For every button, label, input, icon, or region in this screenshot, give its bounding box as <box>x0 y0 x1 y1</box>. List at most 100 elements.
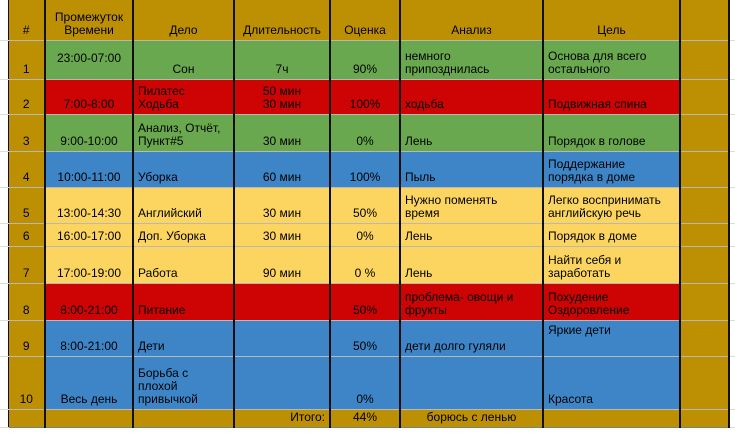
table-row: 1 23:00-07:00 Сон 7ч 90% немного припозд… <box>0 39 735 80</box>
cell-2-score[interactable]: 100% <box>329 78 401 115</box>
cell-1-time[interactable]: 23:00-07:00 <box>44 39 134 80</box>
col-header-num[interactable]: # <box>7 0 46 41</box>
cell-5-time[interactable]: 13:00-14:30 <box>44 186 134 224</box>
filler-column-cell <box>679 113 730 152</box>
cell-3-num[interactable]: 3 <box>7 113 46 152</box>
cell-8-duration[interactable] <box>233 282 331 321</box>
cell-10-num[interactable]: 10 <box>7 355 46 410</box>
cell-6-time[interactable]: 16:00-17:00 <box>44 222 134 247</box>
cell-4-duration[interactable]: 60 мин <box>233 150 331 188</box>
cell-9-duration[interactable] <box>233 319 331 357</box>
right-gutter <box>729 114 735 152</box>
cell-5-score[interactable]: 50% <box>329 186 401 224</box>
col-header-score[interactable]: Оценка <box>329 0 401 41</box>
cell-1-score[interactable]: 90% <box>329 39 401 80</box>
cell-10-goal[interactable]: Красота <box>542 355 681 410</box>
cell-1-analysis[interactable]: немного припозднилась <box>399 39 544 80</box>
cell-7-goal[interactable]: Найти себя и заработать <box>542 245 681 284</box>
cell-5-goal[interactable]: Легко воспринимать английскую речь <box>542 186 681 224</box>
cell-2-goal[interactable]: Подвижная спина <box>542 78 681 115</box>
cell-6-task[interactable]: Доп. Уборка <box>132 222 235 247</box>
total-task-cell[interactable] <box>132 408 235 428</box>
total-label[interactable]: Итого: <box>233 408 331 428</box>
cell-5-analysis[interactable]: Нужно поменять время <box>399 186 544 224</box>
cell-1-num[interactable]: 1 <box>7 39 46 80</box>
cell-7-score[interactable]: 0 % <box>329 245 401 284</box>
col-header-duration[interactable]: Длительность <box>233 0 331 41</box>
cell-4-score[interactable]: 100% <box>329 150 401 188</box>
total-analysis[interactable]: борюсь с ленью <box>399 408 544 428</box>
cell-4-num[interactable]: 4 <box>7 150 46 188</box>
cell-6-score[interactable]: 0% <box>329 222 401 247</box>
cell-9-time[interactable]: 8:00-21:00 <box>44 319 134 357</box>
cell-7-analysis[interactable]: Лень <box>399 245 544 284</box>
cell-2-num[interactable]: 2 <box>7 78 46 115</box>
cell-9-num[interactable]: 9 <box>7 319 46 357</box>
col-header-goal[interactable]: Цель <box>542 0 681 41</box>
cell-8-time[interactable]: 8:00-21:00 <box>44 282 134 321</box>
cell-7-duration[interactable]: 90 мин <box>233 245 331 284</box>
cell-5-task[interactable]: Английский <box>132 186 235 224</box>
table-row: 8 8:00-21:00 Питание 50% проблема- овощи… <box>0 282 735 321</box>
left-gutter <box>0 409 8 428</box>
cell-10-analysis[interactable] <box>399 355 544 410</box>
cell-10-task[interactable]: Борьба с плохой привычкой <box>132 355 235 410</box>
cell-6-goal[interactable]: Порядок в доме <box>542 222 681 247</box>
cell-9-task[interactable]: Дети <box>132 319 235 357</box>
cell-1-duration[interactable]: 7ч <box>233 39 331 80</box>
right-gutter <box>729 40 735 80</box>
cell-3-analysis[interactable]: Лень <box>399 113 544 152</box>
cell-3-task[interactable]: Анализ, Отчёт, Пункт#5 <box>132 113 235 152</box>
cell-5-duration[interactable]: 30 мин <box>233 186 331 224</box>
cell-6-duration[interactable]: 30 мин <box>233 222 331 247</box>
left-gutter <box>0 246 8 284</box>
right-gutter <box>729 246 735 284</box>
cell-6-analysis[interactable]: Лень <box>399 222 544 247</box>
cell-8-num[interactable]: 8 <box>7 282 46 321</box>
filler-column-cell <box>679 282 730 321</box>
cell-9-analysis[interactable]: дети долго гуляли <box>399 319 544 357</box>
cell-2-duration[interactable]: 50 мин 30 мин <box>233 78 331 115</box>
cell-4-task[interactable]: Уборка <box>132 150 235 188</box>
cell-4-goal[interactable]: Поддержание порядка в доме <box>542 150 681 188</box>
table-row: 6 16:00-17:00 Доп. Уборка 30 мин 0% Лень… <box>0 222 735 247</box>
cell-8-analysis[interactable]: проблема- овощи и фрукты <box>399 282 544 321</box>
cell-4-time[interactable]: 10:00-11:00 <box>44 150 134 188</box>
cell-6-num[interactable]: 6 <box>7 222 46 247</box>
cell-4-analysis[interactable]: Пыль <box>399 150 544 188</box>
total-time-cell[interactable] <box>44 408 134 428</box>
cell-8-goal[interactable]: Похудение Оздоровление <box>542 282 681 321</box>
cell-2-analysis[interactable]: ходьба <box>399 78 544 115</box>
cell-7-num[interactable]: 7 <box>7 245 46 284</box>
table-row: 2 7:00-8:00 Пилатес Ходьба 50 мин 30 мин… <box>0 78 735 115</box>
right-gutter <box>729 283 735 321</box>
cell-1-task[interactable]: Сон <box>132 39 235 80</box>
cell-10-duration[interactable] <box>233 355 331 410</box>
cell-3-duration[interactable]: 30 мин <box>233 113 331 152</box>
col-header-task[interactable]: Дело <box>132 0 235 41</box>
cell-3-score[interactable]: 0% <box>329 113 401 152</box>
cell-1-goal[interactable]: Основа для всего остального <box>542 39 681 80</box>
cell-2-task[interactable]: Пилатес Ходьба <box>132 78 235 115</box>
total-goal-cell[interactable] <box>542 408 681 428</box>
cell-9-goal[interactable]: Яркие дети <box>542 319 681 357</box>
cell-5-num[interactable]: 5 <box>7 186 46 224</box>
left-gutter <box>0 114 8 152</box>
cell-8-task[interactable]: Питание <box>132 282 235 321</box>
cell-7-task[interactable]: Работа <box>132 245 235 284</box>
cell-10-time[interactable]: Весь день <box>44 355 134 410</box>
cell-8-score[interactable]: 50% <box>329 282 401 321</box>
cell-10-score[interactable]: 0% <box>329 355 401 410</box>
left-gutter <box>0 151 8 188</box>
left-gutter <box>0 40 8 80</box>
col-header-analysis[interactable]: Анализ <box>399 0 544 41</box>
total-score[interactable]: 44% <box>329 408 401 428</box>
table-row: 10 Весь день Борьба с плохой привычкой 0… <box>0 355 735 410</box>
cell-9-score[interactable]: 50% <box>329 319 401 357</box>
cell-3-time[interactable]: 9:00-10:00 <box>44 113 134 152</box>
col-header-time[interactable]: Промежуток Времени <box>44 0 134 41</box>
cell-7-time[interactable]: 17:00-19:00 <box>44 245 134 284</box>
cell-2-time[interactable]: 7:00-8:00 <box>44 78 134 115</box>
cell-3-goal[interactable]: Порядок в голове <box>542 113 681 152</box>
total-num-cell[interactable] <box>7 408 46 428</box>
